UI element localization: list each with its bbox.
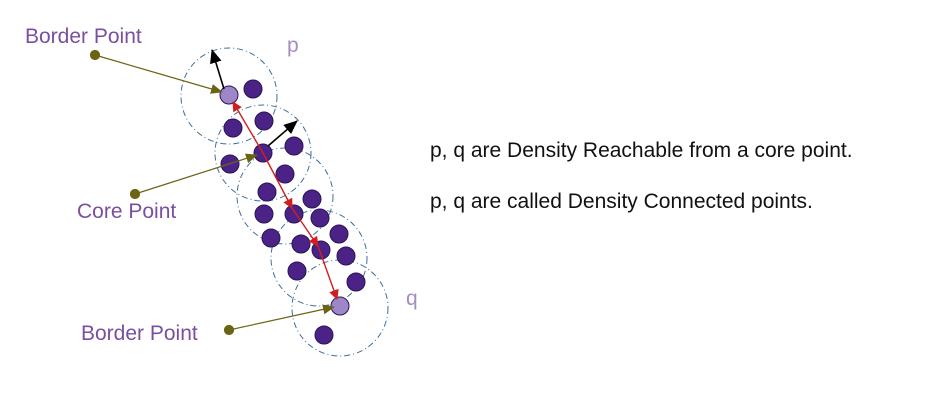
label-border-point-bottom: Border Point xyxy=(81,322,198,345)
core-point xyxy=(275,164,295,184)
reach-arrow-chain-1 xyxy=(262,152,293,209)
core-point xyxy=(254,204,274,224)
reach-arrow-chain-2 xyxy=(291,207,319,247)
data-points xyxy=(219,79,366,345)
direction-arrow-core xyxy=(267,120,298,147)
epsilon-circle-core xyxy=(214,104,312,202)
direction-arrows xyxy=(210,49,298,147)
direction-arrow-p xyxy=(210,49,225,90)
core-point xyxy=(291,234,311,254)
core-point xyxy=(287,261,307,281)
core-point xyxy=(223,118,243,138)
core-point xyxy=(243,79,263,99)
core-point xyxy=(284,136,304,156)
label-pointers xyxy=(89,49,335,336)
pointer-dot-border-top xyxy=(89,49,101,61)
label-border-point-top: Border Point xyxy=(25,25,142,48)
epsilon-circles xyxy=(180,47,389,357)
pointer-line-border-top xyxy=(94,54,223,94)
pointer-line-core xyxy=(134,153,258,195)
label-core-point: Core Point xyxy=(77,200,176,223)
core-point xyxy=(261,228,281,248)
core-point xyxy=(314,325,334,345)
core-point xyxy=(329,224,349,244)
reach-arrow-to-p xyxy=(232,101,264,154)
core-point xyxy=(310,208,330,228)
pointer-line-border-bottom xyxy=(228,304,335,331)
core-point xyxy=(336,246,356,266)
statement-density-connected: p, q are called Density Connected points… xyxy=(430,190,813,213)
epsilon-circle-p xyxy=(180,47,278,145)
statement-density-reachable: p, q are Density Reachable from a core p… xyxy=(430,139,853,162)
core-point xyxy=(346,272,366,292)
border-point-q xyxy=(330,296,350,316)
pointer-dot-border-bottom xyxy=(223,324,235,336)
label-p: p xyxy=(287,34,299,57)
border-point-p xyxy=(219,85,239,105)
core-point xyxy=(254,111,274,131)
pointer-dot-core xyxy=(129,188,141,200)
reach-arrow-to-q xyxy=(317,245,339,300)
reachability-arrows xyxy=(232,101,339,300)
core-point xyxy=(257,182,277,202)
core-point xyxy=(302,189,322,209)
label-q: q xyxy=(406,287,418,310)
